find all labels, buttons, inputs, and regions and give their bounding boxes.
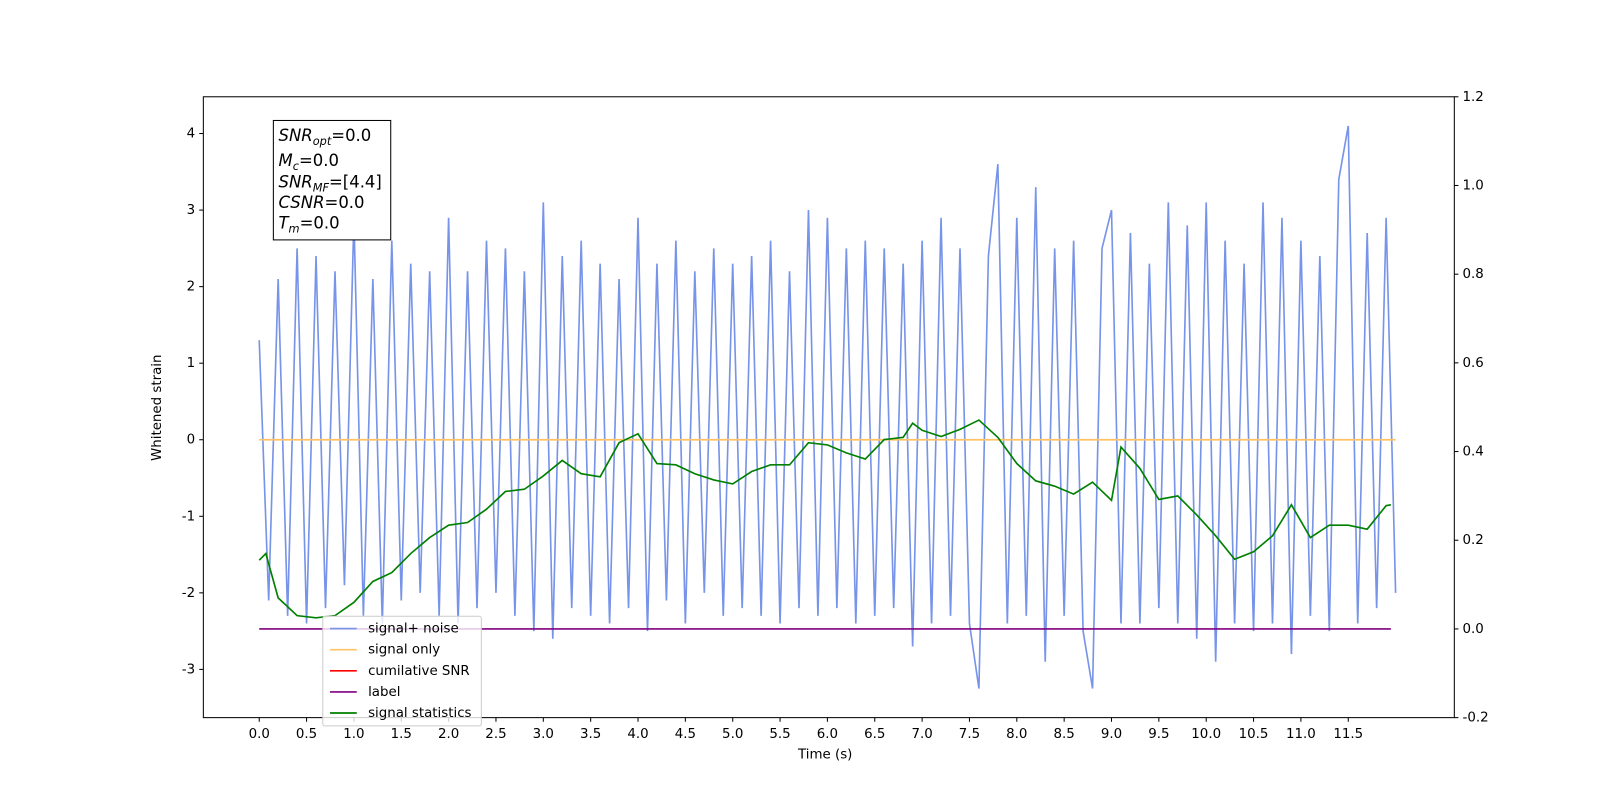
y2-tick-label: 1.2 (1463, 90, 1484, 105)
x-tick-label: 10.5 (1239, 727, 1269, 742)
series-line (258, 419, 1392, 619)
x-tick-label: 0.0 (249, 727, 270, 742)
y-tick-label: 4 (187, 127, 196, 142)
y-tick-label: 1 (187, 356, 196, 371)
y2-tick-label: 0.0 (1463, 622, 1484, 637)
x-tick-label: 9.0 (1101, 727, 1122, 742)
annotation-main: SNR (279, 172, 313, 191)
x-tick-label: 3.0 (533, 727, 554, 742)
legend-label: label (368, 685, 400, 700)
x-tick-label: 8.0 (1006, 727, 1027, 742)
x-tick-label: 4.5 (675, 727, 696, 742)
y-tick-label: 3 (187, 203, 196, 218)
x-tick-label: 11.0 (1286, 727, 1316, 742)
y-tick-label: -2 (182, 586, 195, 601)
x-tick-label: 0.5 (296, 727, 317, 742)
y-tick-label: -3 (182, 662, 195, 677)
series-line (258, 125, 1397, 689)
annotation-main: CSNR (279, 193, 325, 212)
annotation-rest: =0.0 (299, 151, 339, 170)
annotation-sub: c (293, 159, 300, 173)
y-tick-label: 2 (187, 280, 196, 295)
y2-tick-label: -0.2 (1463, 711, 1489, 726)
annotation-main: SNR (279, 126, 313, 145)
x-tick-label: 5.5 (769, 727, 790, 742)
legend-box (322, 615, 482, 727)
legend-label: signal+ noise (368, 622, 459, 637)
y2-tick-label: 0.8 (1463, 267, 1484, 282)
x-tick-label: 4.0 (627, 727, 648, 742)
annotation: SNRopt=0.0 (279, 126, 372, 148)
annotation: SNRMF=[4.4] (279, 172, 382, 194)
annotation-sub: m (289, 222, 300, 236)
plot-frame (202, 96, 1455, 719)
x-axis-label: Time (s) (797, 748, 852, 763)
x-tick-label: 10.0 (1191, 727, 1221, 742)
x-tick-label: 1.5 (391, 727, 412, 742)
x-tick-label: 1.0 (343, 727, 364, 742)
legend-label: signal statistics (368, 706, 471, 721)
x-tick-label: 2.0 (438, 727, 459, 742)
legend-label: cumilative SNR (368, 664, 470, 679)
x-tick-label: 6.5 (864, 727, 885, 742)
y2-tick-label: 1.0 (1463, 178, 1484, 193)
y-tick-label: -1 (182, 509, 195, 524)
x-tick-label: 2.5 (485, 727, 506, 742)
annotation-box (272, 119, 392, 241)
x-tick-label: 8.5 (1054, 727, 1075, 742)
x-tick-label: 7.0 (911, 727, 932, 742)
annotation-sub: MF (313, 181, 330, 195)
x-tick-label: 7.5 (959, 727, 980, 742)
y-axis-label: Whitened strain (150, 354, 165, 460)
annotation-rest: =0.0 (331, 126, 371, 145)
y2-tick-label: 0.4 (1463, 445, 1484, 460)
x-tick-label: 5.0 (722, 727, 743, 742)
legend-label: signal only (368, 643, 440, 658)
annotation-rest: =0.0 (325, 193, 365, 212)
annotation: CSNR=0.0 (279, 193, 365, 212)
annotation-sub: opt (313, 134, 332, 148)
y2-tick-label: 0.2 (1463, 533, 1484, 548)
x-tick-label: 6.0 (817, 727, 838, 742)
x-tick-label: 11.5 (1333, 727, 1363, 742)
annotation-main: T (279, 214, 291, 233)
annotation: Tm=0.0 (279, 214, 340, 236)
x-tick-label: 9.5 (1148, 727, 1169, 742)
annotation-rest: =0.0 (300, 214, 340, 233)
y-tick-label: 0 (187, 433, 196, 448)
y2-tick-label: 0.6 (1463, 356, 1484, 371)
x-tick-label: 3.5 (580, 727, 601, 742)
annotation: Mc=0.0 (279, 151, 339, 173)
annotation-main: M (279, 151, 293, 170)
annotation-rest: =[4.4] (329, 172, 382, 191)
